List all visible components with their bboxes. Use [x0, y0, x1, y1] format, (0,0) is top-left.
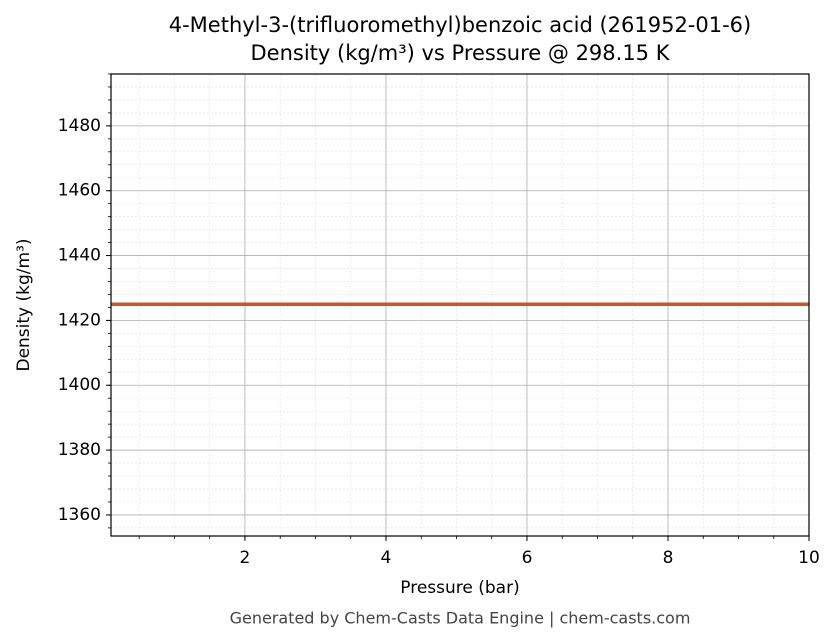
y-tick-label: 1460 [58, 181, 101, 201]
y-axis-label: Density (kg/m³) [14, 238, 34, 371]
y-tick-label: 1440 [58, 246, 101, 266]
x-axis-label: Pressure (bar) [400, 578, 519, 598]
y-tick-label: 1400 [58, 375, 101, 395]
y-tick-label: 1380 [58, 440, 101, 460]
x-tick-label: 2 [240, 548, 251, 568]
x-tick-label: 6 [522, 548, 533, 568]
x-tick-label: 10 [798, 548, 820, 568]
x-tick-label: 4 [381, 548, 392, 568]
chart-title: 4-Methyl-3-(trifluoromethyl)benzoic acid… [169, 13, 752, 37]
x-tick-label: 8 [663, 548, 674, 568]
chart-subtitle: Density (kg/m³) vs Pressure @ 298.15 K [250, 41, 670, 65]
footer: Generated by Chem-Casts Data Engine | ch… [230, 609, 691, 628]
plot-frame [110, 73, 810, 537]
y-tick-label: 1360 [58, 505, 101, 525]
y-tick-label: 1480 [58, 116, 101, 136]
y-tick-label: 1420 [58, 310, 101, 330]
